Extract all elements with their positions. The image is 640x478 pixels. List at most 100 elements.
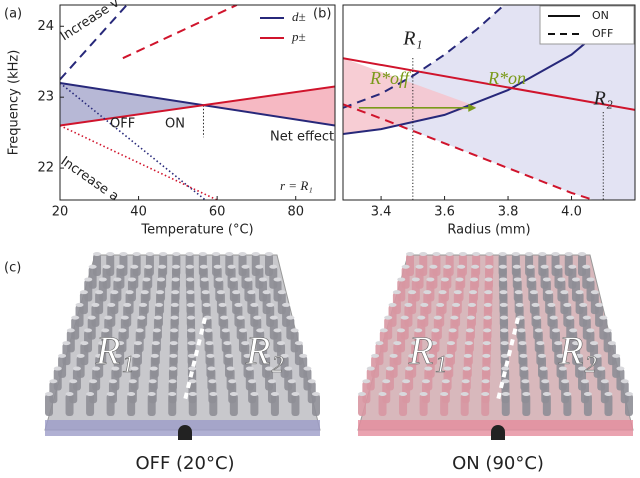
pillar-top: [253, 316, 261, 320]
pillar-top: [263, 290, 271, 294]
x-tick-label: 40: [130, 205, 147, 220]
x-tick-label: 20: [52, 205, 69, 220]
pillar-top: [386, 367, 394, 371]
pillar-top: [483, 341, 491, 345]
pillar-top: [462, 379, 470, 383]
pillar-top: [464, 354, 472, 358]
pillar-top: [461, 392, 469, 396]
pillar-top: [58, 354, 66, 358]
pillar-top: [271, 392, 279, 396]
pillar-top: [159, 252, 167, 256]
pillar-top: [587, 277, 595, 281]
pillar-top: [252, 252, 260, 256]
pillar-top: [625, 392, 633, 396]
pillar: [440, 394, 448, 416]
pillar-top: [601, 379, 609, 383]
y-tick-label: 22: [37, 161, 54, 176]
pillar: [107, 394, 115, 416]
pillar-top: [291, 328, 299, 332]
region-label: R₂: [245, 328, 284, 373]
panel-label: (a): [4, 7, 22, 22]
x-tick-label: 3.8: [498, 205, 519, 220]
pillar-top: [483, 316, 491, 320]
pillar: [358, 394, 366, 416]
pillar-top: [206, 354, 214, 358]
pillar-top: [521, 379, 529, 383]
pillar-top: [227, 367, 235, 371]
pillar-top: [109, 379, 117, 383]
pillar-top: [404, 303, 412, 307]
pillar-top: [450, 316, 458, 320]
pillar: [481, 394, 489, 416]
pillar-top: [107, 392, 115, 396]
pillar: [584, 394, 592, 416]
pillar-top: [457, 265, 465, 269]
image-caption: ON (90°C): [452, 453, 544, 474]
pillar-top: [45, 392, 53, 396]
pillar-top: [106, 252, 114, 256]
pillar-top: [228, 265, 236, 269]
pillar-top: [171, 303, 179, 307]
pillar-top: [543, 277, 551, 281]
pillar-top: [155, 303, 163, 307]
pillar-top: [123, 303, 131, 307]
pillar-top: [500, 316, 508, 320]
region-label: R₁: [408, 328, 447, 373]
pillar-top: [103, 265, 111, 269]
pillar-top: [187, 328, 195, 332]
pillar-top: [150, 367, 158, 371]
pillar-top: [202, 290, 210, 294]
panel-label: (b): [313, 7, 331, 22]
pillar-top: [234, 303, 242, 307]
pillar-top: [454, 290, 462, 294]
pillar-top: [499, 277, 507, 281]
pillar-top: [284, 367, 292, 371]
pillar-top: [230, 392, 238, 396]
pillar-top: [288, 379, 296, 383]
pillar-top: [104, 316, 112, 320]
pillar-top: [499, 265, 507, 269]
pillar-top: [171, 290, 179, 294]
pillar-top: [519, 341, 527, 345]
shaded-region: [203, 87, 335, 126]
annotation: ON: [165, 117, 185, 132]
pillar-top: [604, 392, 612, 396]
pillar-top: [463, 367, 471, 371]
pillar-top: [456, 277, 464, 281]
pillar-top: [137, 316, 145, 320]
pillar-top: [158, 265, 166, 269]
x-tick-label: 60: [209, 205, 226, 220]
pillar-top: [129, 379, 137, 383]
pillar-top: [186, 290, 194, 294]
pillar-top: [536, 341, 544, 345]
pillar-top: [255, 265, 263, 269]
pillar-top: [514, 277, 522, 281]
marker-label: R₂: [593, 88, 613, 110]
pillar-top: [371, 354, 379, 358]
pillar-top: [434, 316, 442, 320]
pillar-top: [215, 277, 223, 281]
pillar-top: [208, 379, 216, 383]
pillar-top: [525, 252, 533, 256]
pillar: [625, 394, 633, 416]
pillar-top: [71, 316, 79, 320]
pillar-top: [67, 328, 75, 332]
pillar-top: [452, 303, 460, 307]
pillar-top: [367, 367, 375, 371]
pillar-top: [578, 252, 586, 256]
pillar-top: [500, 303, 508, 307]
pillar-top: [312, 392, 320, 396]
pillar: [502, 394, 510, 416]
pillar-top: [203, 303, 211, 307]
pillar-top: [286, 316, 294, 320]
pillar-top: [237, 316, 245, 320]
pillar-top: [130, 265, 138, 269]
pillar-top: [222, 328, 230, 332]
pillar-top: [484, 290, 492, 294]
pillar-top: [420, 392, 428, 396]
pillar-top: [199, 252, 207, 256]
pillar-top: [426, 277, 434, 281]
pillar-top: [583, 316, 591, 320]
pillar-top: [442, 379, 450, 383]
pillar-top: [528, 277, 536, 281]
